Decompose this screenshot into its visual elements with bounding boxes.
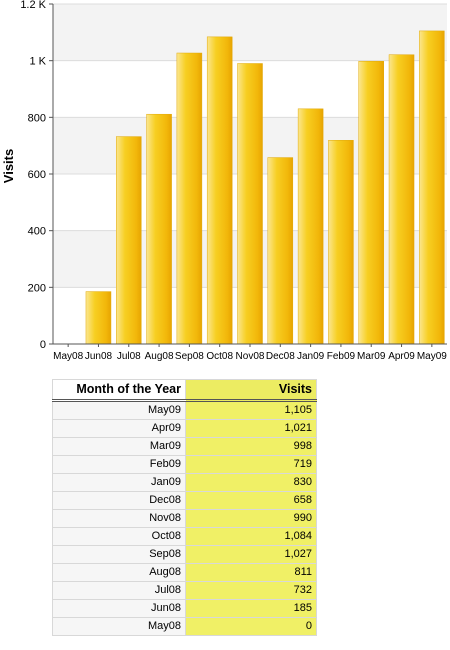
y-tick-label: 200 [28,282,46,294]
x-tick-label: May08 [53,351,83,362]
table-row: May09 1,105 [52,400,317,420]
x-tick-label: Aug08 [145,351,174,362]
row-visits: 1,105 [185,400,317,420]
x-tick-label: Sep08 [175,351,204,362]
table-row: Dec08 658 [52,491,317,510]
row-month: Jun08 [52,599,186,618]
bar-mar09[interactable] [358,60,384,345]
y-tick-label: 800 [28,112,46,124]
x-tick-label: Jun08 [85,351,113,362]
row-month: Feb09 [52,455,186,474]
x-tick-label: Jul08 [117,351,141,362]
table-row: Aug08 811 [52,563,317,582]
y-tick-label: 400 [28,226,46,238]
visits-column-header[interactable]: Visits [185,379,317,402]
table-row: May08 0 [52,617,317,636]
x-tick-label: May09 [417,351,447,362]
y-tick-label: 1 K [29,56,46,68]
y-tick-label: 600 [28,169,46,181]
table-row: Jul08 732 [52,581,317,600]
bar-sep08[interactable] [176,52,203,345]
y-tick-label: 1.2 K [20,0,46,11]
visits-table-container: Month of the Year Visits May09 1,105 Apr09… [52,379,317,636]
table-row: Sep08 1,027 [52,545,317,564]
row-visits: 1,084 [185,527,317,546]
bar-oct08[interactable] [206,36,233,345]
bar-may09[interactable] [419,30,445,345]
row-visits: 1,021 [185,419,317,438]
row-month: Oct08 [52,527,186,546]
row-visits: 658 [185,491,317,510]
table-row: Feb09 719 [52,455,317,474]
bar-jul08[interactable] [116,136,142,345]
row-visits: 719 [185,455,317,474]
row-month: Jan09 [52,473,186,492]
row-month: May09 [52,400,186,420]
row-month: Aug08 [52,563,186,582]
table-row: Nov08 990 [52,509,317,528]
visits-table: Month of the Year Visits May09 1,105 Apr09… [52,379,317,636]
x-tick-label: Oct08 [206,351,233,362]
y-tick-label: 0 [40,339,46,351]
x-tick-label: Mar09 [357,351,386,362]
row-month: Nov08 [52,509,186,528]
table-header-row: Month of the Year Visits [52,379,317,402]
row-visits: 990 [185,509,317,528]
visits-bar-chart: Visits 0 200 400 600 800 1 K 1.2 K May08 Jun08 J… [1,0,447,362]
bar-feb09[interactable] [328,140,354,345]
table-row: Oct08 1,084 [52,527,317,546]
table-row: Apr09 1,021 [52,419,317,438]
bar-aug08[interactable] [146,113,172,345]
grid-band [53,4,447,61]
x-tick-label: Apr09 [388,351,415,362]
bar-dec08[interactable] [267,157,294,345]
row-visits: 830 [185,473,317,492]
row-month: Apr09 [52,419,186,438]
row-visits: 1,027 [185,545,317,564]
bar-apr09[interactable] [388,54,415,345]
row-month: May08 [52,617,186,636]
row-visits: 185 [185,599,317,618]
x-tick-label: Feb09 [327,351,356,362]
table-row: Jan09 830 [52,473,317,492]
row-visits: 998 [185,437,317,456]
x-tick-label: Jan09 [297,351,325,362]
x-tick-label: Nov08 [236,351,265,362]
bar-jan09[interactable] [297,108,324,345]
bar-nov08[interactable] [237,63,263,345]
row-visits: 0 [185,617,317,636]
row-month: Sep08 [52,545,186,564]
month-column-header[interactable]: Month of the Year [52,379,186,402]
row-month: Jul08 [52,581,186,600]
x-tick-label: Dec08 [266,351,295,362]
bar-jun08[interactable] [85,291,112,345]
y-axis-label: Visits [1,149,16,183]
table-row: Mar09 998 [52,437,317,456]
table-row: Jun08 185 [52,599,317,618]
row-visits: 732 [185,581,317,600]
row-month: Dec08 [52,491,186,510]
row-visits: 811 [185,563,317,582]
row-month: Mar09 [52,437,186,456]
